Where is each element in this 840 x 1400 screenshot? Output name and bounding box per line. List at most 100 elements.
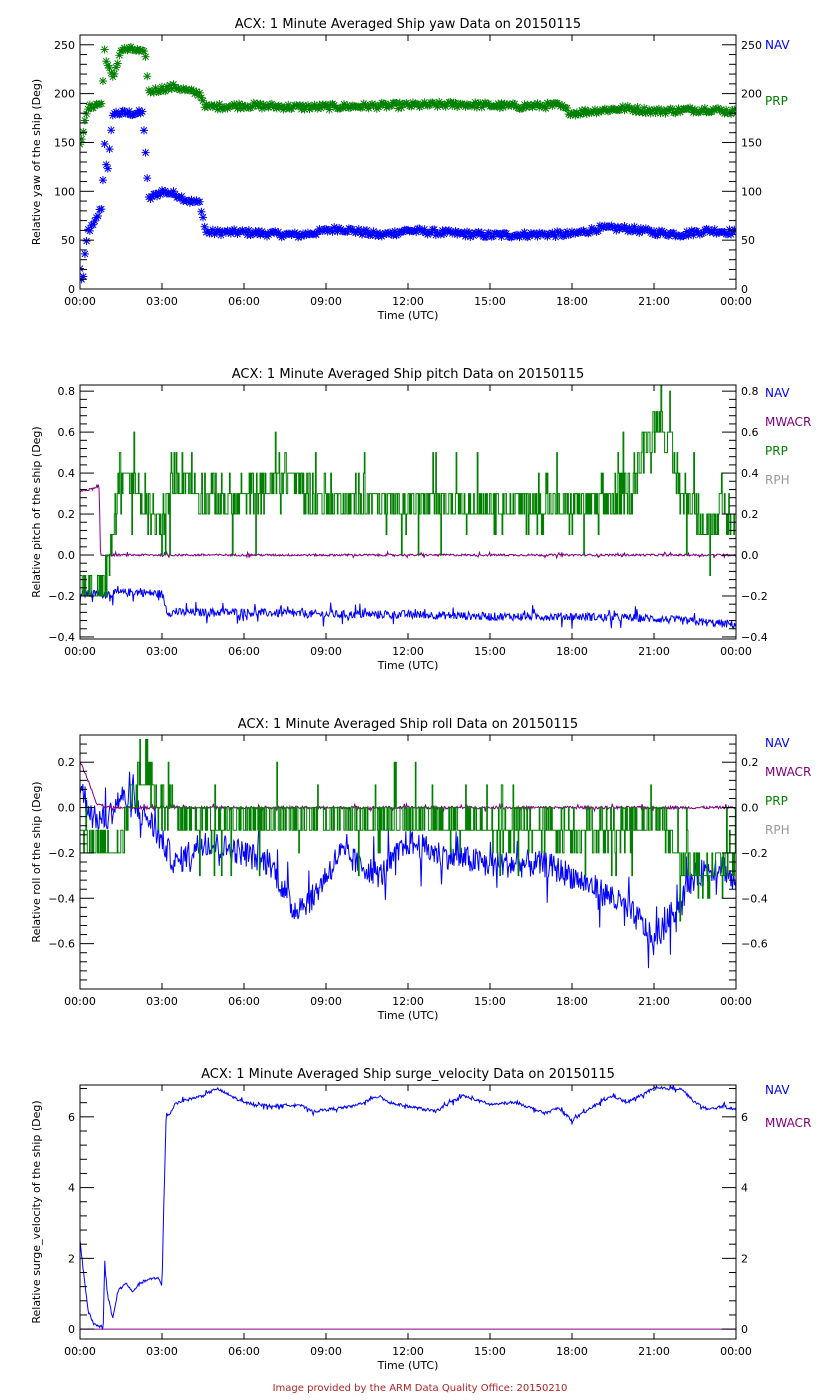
data-point-prp [231,101,240,110]
y-tick-label-left: 150 [54,136,75,149]
data-point-prp [651,109,660,118]
data-point-nav [328,227,337,236]
data-point-nav [440,230,449,239]
data-point-nav [648,229,657,238]
data-point-prp [143,72,152,81]
data-point-nav [704,225,713,234]
data-point-nav [302,231,311,240]
data-point-nav [117,109,125,118]
data-point-nav [85,226,94,235]
data-point-nav [172,193,181,202]
data-point-prp [471,98,480,107]
data-point-nav [125,107,134,116]
data-point-nav [139,126,148,135]
data-point-nav [244,226,253,235]
data-point-prp [80,116,89,125]
data-point-nav [663,231,672,240]
data-point-prp [305,105,314,114]
y-tick-label-right: 0.8 [741,385,759,398]
data-point-prp [728,106,736,115]
data-point-prp [699,107,708,116]
x-axis-label: Time (UTC) [377,309,439,322]
y-axis-label: Relative yaw of the ship (Deg) [30,79,43,245]
data-point-prp [584,107,593,116]
y-tick-label-left: 200 [54,88,75,101]
data-point-nav [294,233,303,242]
data-point-prp [600,104,609,113]
x-tick-label: 06:00 [228,295,260,308]
y-tick-label-left: 0.2 [58,508,76,521]
data-point-nav [141,148,150,157]
chart-title: ACX: 1 Minute Averaged Ship yaw Data on … [235,17,581,32]
data-point-prp [199,96,207,105]
data-point-prp [110,69,119,78]
data-point-nav [699,228,708,237]
y-tick-label-left: −0.4 [48,631,75,644]
data-point-nav [681,231,690,240]
data-point-prp [172,84,181,93]
data-point-prp [336,104,345,113]
data-point-nav [525,232,534,241]
data-point-nav [271,227,280,236]
y-axis-label: Relative pitch of the ship (Deg) [30,426,43,597]
data-point-prp [407,102,416,111]
y-tick-label-right: 0.0 [741,549,759,562]
data-point-nav [464,228,473,237]
data-point-nav [89,220,98,229]
legend-mwacr: MWACR [765,415,811,429]
series-line-mwacr [80,761,736,813]
data-point-prp [217,104,226,113]
data-point-nav [94,212,103,221]
chart-panel-4: 0 0 2 2 4 4 6 6 00:00 03:00 06:00 09:00 12:00 15:00 18… [30,1067,811,1372]
data-point-nav [725,225,734,234]
data-point-prp [574,110,583,119]
data-point-nav [195,197,204,206]
series-line-prp [80,385,736,597]
data-point-nav [502,229,511,238]
data-point-prp [638,108,647,117]
y-tick-label-right: −0.4 [741,892,768,905]
data-point-nav [604,223,613,232]
legend-mwacr: MWACR [765,765,811,779]
y-axis-label: Relative roll of the ship (Deg) [30,781,43,942]
data-point-prp [176,86,185,95]
data-point-prp [694,108,703,117]
data-point-nav [436,230,445,239]
y-tick-label-left: 2 [68,1252,75,1265]
data-point-nav [354,225,363,234]
data-point-prp [307,102,316,111]
data-point-prp [463,100,472,109]
data-point-prp [672,107,681,116]
x-tick-label: 03:00 [146,1345,178,1358]
chart-panel-3: −0.6 −0.6 −0.4 −0.4 −0.2 −0.2 0.0 0.0 0.2 0.2 00:0… [30,717,811,1022]
series-prp [80,42,736,149]
data-point-prp [415,102,424,111]
data-point-nav [333,227,342,236]
data-point-prp [535,103,544,112]
data-point-nav [697,229,706,238]
y-tick-label-right: 0 [741,283,748,296]
y-tick-label-right: 250 [741,39,762,52]
data-point-nav [221,228,230,237]
data-point-prp [226,102,235,111]
plot-data-area [80,385,736,630]
data-point-prp [98,77,107,86]
data-point-nav [225,227,234,236]
x-tick-label: 03:00 [146,995,178,1008]
x-tick-label: 00:00 [720,1345,752,1358]
data-point-nav [589,225,598,234]
data-point-prp [84,105,93,114]
data-point-prp [563,104,572,113]
data-point-nav [143,174,152,183]
legend-nav: NAV [765,736,790,750]
data-point-nav [177,192,186,201]
data-point-prp [582,109,591,118]
data-point-prp [522,103,531,112]
data-point-nav [592,227,601,236]
data-point-nav [451,227,460,236]
x-axis-label: Time (UTC) [377,1009,439,1022]
data-point-prp [128,45,137,54]
data-point-nav [312,230,321,239]
data-point-prp [105,63,114,72]
legend-rph: RPH [765,823,790,837]
